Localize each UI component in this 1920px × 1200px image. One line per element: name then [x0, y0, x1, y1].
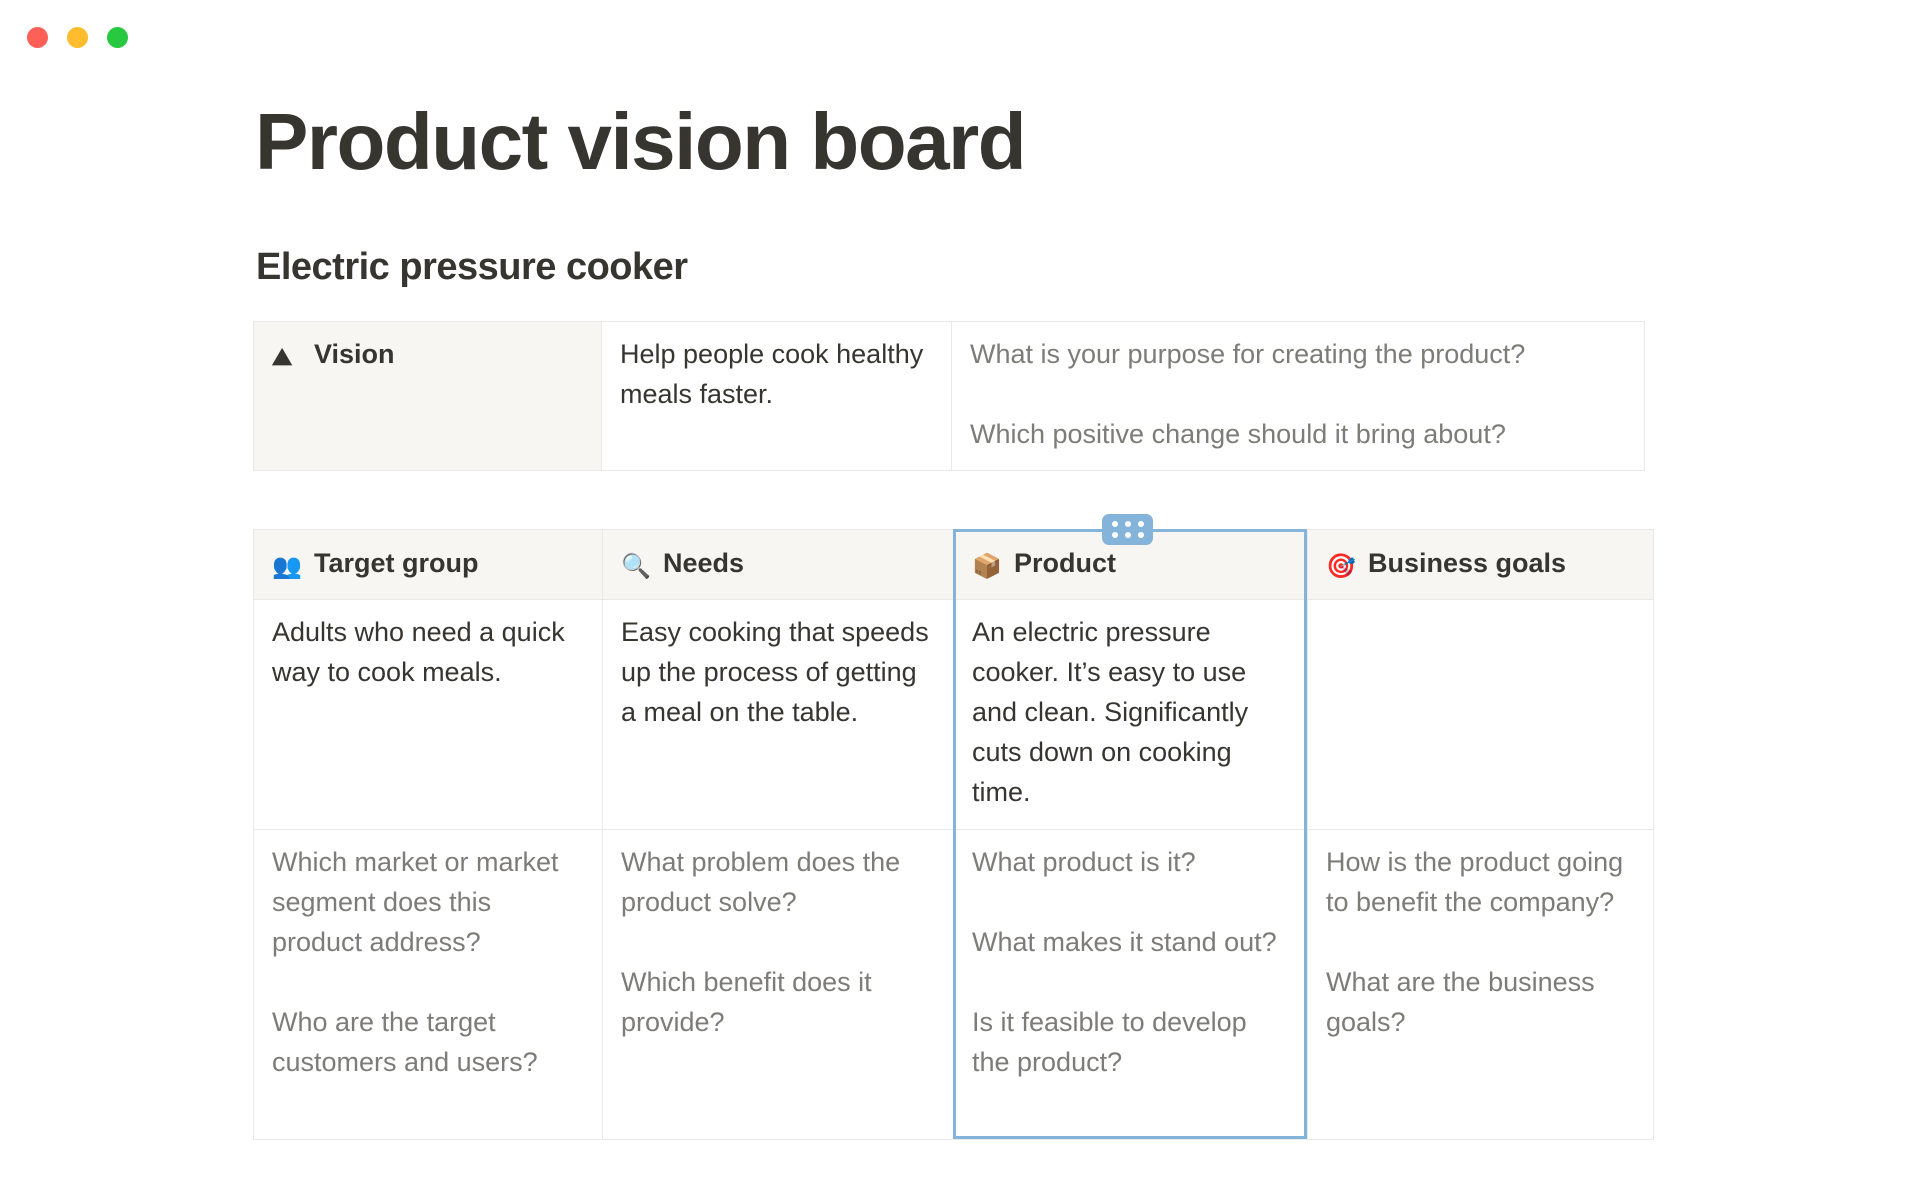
column-label: Business goals	[1368, 547, 1567, 578]
zoom-window-button[interactable]	[107, 27, 128, 48]
column-label: Product	[1014, 547, 1117, 578]
prompt: What is your purpose for creating the pr…	[970, 339, 1526, 369]
content-needs[interactable]: Easy cooking that speeds up the process …	[602, 599, 954, 830]
close-window-button[interactable]	[27, 27, 48, 48]
column-content: An electric pressure cooker. It’s easy t…	[972, 617, 1249, 807]
magnifier-icon: 🔍	[621, 552, 651, 580]
people-icon: 👥	[272, 552, 302, 580]
minimize-window-button[interactable]	[67, 27, 88, 48]
prompt: What are the business goals?	[1326, 967, 1595, 1037]
prompts-product[interactable]: What product is it? What makes it stand o…	[953, 829, 1308, 1140]
vision-label: Vision	[314, 339, 395, 369]
content-target-group[interactable]: Adults who need a quick way to cook meal…	[253, 599, 603, 830]
target-icon: 🎯	[1326, 552, 1356, 580]
column-label: Needs	[663, 547, 745, 578]
vision-table: ⛰ Vision Help people cook healthy meals f…	[253, 321, 1645, 471]
column-drag-handle[interactable]	[1102, 514, 1153, 545]
mountain-icon: ⛰	[272, 344, 293, 371]
header-business-goals[interactable]: 🎯 Business goals	[1307, 529, 1654, 600]
prompts-target-group[interactable]: Which market or market segment does this…	[253, 829, 603, 1140]
package-icon: 📦	[972, 552, 1002, 580]
prompt: Which benefit does it provide?	[621, 967, 872, 1037]
column-label: Target group	[314, 547, 479, 578]
vision-prompts-cell[interactable]: What is your purpose for creating the pr…	[951, 321, 1645, 471]
column-content: Adults who need a quick way to cook meal…	[272, 617, 565, 687]
prompt: What problem does the product solve?	[621, 847, 901, 917]
prompts-business-goals[interactable]: How is the product going to benefit the …	[1307, 829, 1654, 1140]
prompt: What makes it stand out?	[972, 927, 1277, 957]
page-title[interactable]: Product vision board	[255, 97, 1027, 186]
content-business-goals[interactable]	[1307, 599, 1654, 830]
header-needs[interactable]: 🔍 Needs	[602, 529, 954, 600]
content-product[interactable]: An electric pressure cooker. It’s easy t…	[953, 599, 1308, 830]
prompt: What product is it?	[972, 847, 1196, 877]
prompt: Which market or market segment does this…	[272, 847, 559, 957]
prompt: Who are the target customers and users?	[272, 1007, 538, 1077]
vision-label-cell[interactable]: ⛰ Vision	[253, 321, 602, 471]
vision-statement-cell[interactable]: Help people cook healthy meals faster.	[601, 321, 952, 471]
prompt: How is the product going to benefit the …	[1326, 847, 1624, 917]
prompt: Is it feasible to develop the product?	[972, 1007, 1247, 1077]
prompt: Which positive change should it bring ab…	[970, 419, 1506, 449]
vision-statement: Help people cook healthy meals faster.	[620, 339, 924, 409]
column-content: Easy cooking that speeds up the process …	[621, 617, 929, 727]
prompts-needs[interactable]: What problem does the product solve? Whic…	[602, 829, 954, 1140]
vision-board-table: 👥 Target group 🔍 Needs 📦 Product 🎯 Business goa…	[253, 529, 1654, 1140]
header-target-group[interactable]: 👥 Target group	[253, 529, 603, 600]
section-heading[interactable]: Electric pressure cooker	[256, 246, 688, 288]
